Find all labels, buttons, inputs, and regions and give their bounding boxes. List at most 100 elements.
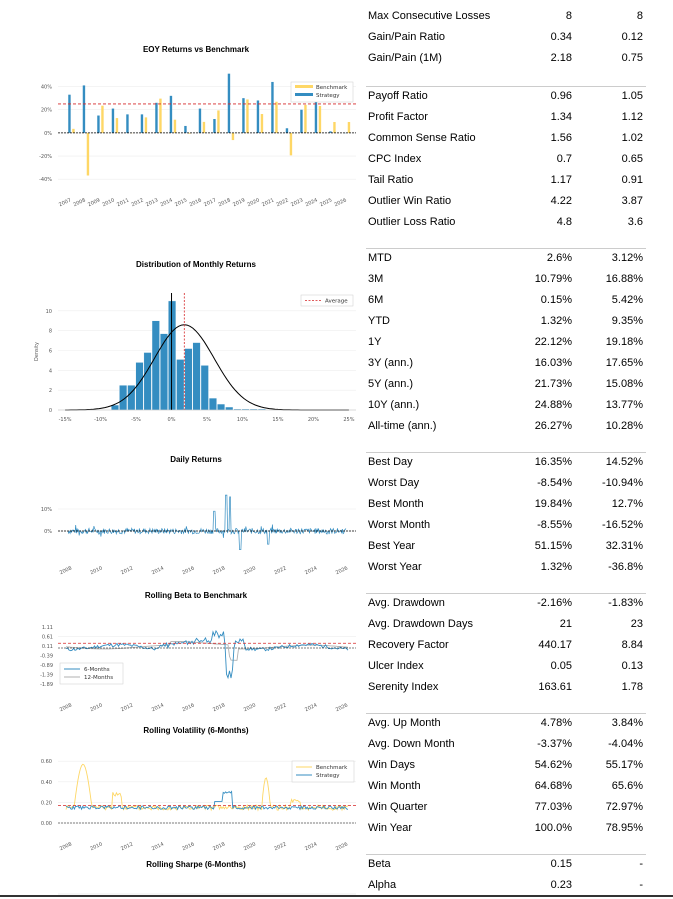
rolling-sharpe-title: Rolling Sharpe (6-Months): [146, 860, 246, 869]
eoy-bar-benchmark: [217, 110, 219, 132]
metric-strategy-value: 21: [560, 618, 572, 630]
daily-y-tick: 0%: [44, 529, 52, 535]
metric-strategy-value: 0.15: [551, 858, 572, 870]
daily-x-tick: 2026: [335, 565, 349, 576]
metric-benchmark-value: 14: [631, 0, 643, 1]
dist-bar: [209, 398, 217, 410]
metric-label: Max Consecutive Losses: [368, 10, 490, 22]
daily-x-tick: 2012: [120, 565, 134, 576]
beta-x-tick: 2014: [151, 702, 165, 713]
metric-strategy-value: 26.27%: [535, 420, 572, 432]
metric-benchmark-value: -: [639, 879, 643, 891]
metric-benchmark-value: 15.08%: [606, 378, 643, 390]
metric-label: Recovery Factor: [368, 639, 449, 651]
metric-label: YTD: [368, 315, 390, 327]
metric-label: Win Quarter: [368, 801, 427, 813]
metric-label: 10Y (ann.): [368, 399, 419, 411]
eoy-x-tick: 2012: [131, 197, 145, 208]
eoy-bar-benchmark: [275, 102, 277, 133]
eoy-bar-benchmark: [348, 122, 350, 133]
dist-x-tick: -15%: [59, 417, 72, 423]
metric-label: 3M: [368, 273, 383, 285]
metric-strategy-value: 1.34: [551, 111, 572, 123]
beta-y-tick: -1.39: [40, 672, 53, 678]
eoy-bar-benchmark: [72, 129, 74, 133]
eoy-bar-strategy: [155, 103, 157, 133]
eoy-bar-strategy: [315, 102, 317, 133]
eoy-bar-strategy: [184, 126, 186, 133]
vol-y-tick: 0.60: [41, 759, 52, 765]
charts-panel: EOY Returns vs Benchmark 40%20%0%-20%-40…: [0, 0, 360, 897]
eoy-bar-benchmark: [246, 99, 248, 132]
dist-y-tick: 6: [49, 349, 52, 355]
eoy-y-tick: 0%: [44, 131, 52, 137]
metric-strategy-value: 0.96: [551, 90, 572, 102]
metric-benchmark-value: 9.35%: [612, 315, 643, 327]
metric-benchmark-value: 17.65%: [606, 357, 643, 369]
metric-strategy-value: 0.15%: [541, 294, 572, 306]
metric-label: 6M: [368, 294, 383, 306]
metric-benchmark-value: -10.94%: [602, 477, 643, 489]
metric-label: 3Y (ann.): [368, 357, 413, 369]
metric-strategy-value: 1.17: [551, 174, 572, 186]
metric-label: 5Y (ann.): [368, 378, 413, 390]
dist-bar: [201, 365, 209, 410]
metric-benchmark-value: 0.65: [622, 153, 643, 165]
metric-strategy-value: 8: [566, 10, 572, 22]
dist-x-tick: 15%: [272, 417, 283, 423]
metric-row: Max Consecutive Losses 8 8: [362, 10, 662, 30]
metric-row: 10Y (ann.)24.88%13.77%: [362, 399, 662, 419]
eoy-bar-strategy: [97, 116, 99, 133]
metric-benchmark-value: 1.02: [622, 132, 643, 144]
daily-x-tick: 2022: [273, 565, 287, 576]
eoy-y-tick: -20%: [39, 154, 52, 160]
eoy-bar-strategy: [112, 109, 114, 133]
rolling-beta-title: Rolling Beta to Benchmark: [145, 591, 248, 600]
eoy-bar-benchmark: [304, 105, 306, 133]
eoy-bar-benchmark: [232, 133, 234, 140]
dist-bar: [152, 321, 160, 410]
metric-strategy-value: 163.61: [538, 681, 572, 693]
metric-benchmark-value: 8: [637, 10, 643, 22]
eoy-bar-strategy: [271, 82, 273, 133]
metric-strategy-value: 1.32%: [541, 561, 572, 573]
dist-bar: [144, 352, 152, 410]
metric-label: Win Days: [368, 759, 415, 771]
daily-returns-line: [68, 495, 346, 550]
dist-legend: Average: [301, 295, 353, 306]
metric-strategy-value: 100.0%: [535, 822, 572, 834]
metric-strategy-value: 16.35%: [535, 456, 572, 468]
metric-benchmark-value: 1.12: [622, 111, 643, 123]
eoy-x-tick: 2023: [290, 197, 304, 208]
rolling-volatility-title: Rolling Volatility (6-Months): [143, 726, 249, 735]
eoy-bar-benchmark: [203, 122, 205, 133]
eoy-bar-benchmark: [290, 133, 292, 155]
metric-row: Avg. Drawdown-2.16%-1.83%: [362, 597, 662, 617]
beta-x-tick: 2010: [89, 702, 103, 713]
metric-benchmark-value: 14.52%: [606, 456, 643, 468]
metric-row: Max Consecutive Wins1414: [362, 0, 662, 9]
metric-row: All-time (ann.)26.27%10.28%: [362, 420, 662, 440]
metric-label: Gain/Pain (1M): [368, 52, 442, 64]
beta-y-tick: 1.11: [42, 625, 53, 631]
eoy-bar-strategy: [286, 128, 288, 133]
metric-label: Avg. Drawdown: [368, 597, 445, 609]
dist-legend-label: Average: [325, 299, 348, 305]
beta-y-tick: -1.89: [40, 682, 53, 688]
vol-y-tick: 0.40: [41, 780, 52, 786]
metric-strategy-value: 54.62%: [535, 759, 572, 771]
metric-strategy-value: 0.23: [551, 879, 572, 891]
metric-label: CPC Index: [368, 153, 421, 165]
metric-benchmark-value: 3.12%: [612, 252, 643, 264]
metric-label: Outlier Loss Ratio: [368, 216, 455, 228]
